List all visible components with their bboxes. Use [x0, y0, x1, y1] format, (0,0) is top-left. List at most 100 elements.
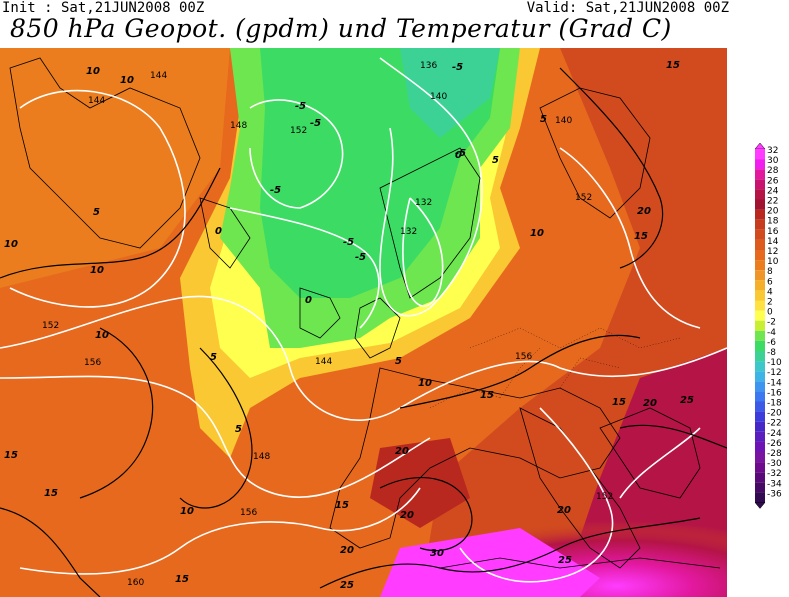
colorbar-swatch	[755, 260, 765, 271]
colorbar-swatch	[755, 189, 765, 200]
colorbar-label: -30	[767, 459, 782, 469]
colorbar-swatch	[755, 219, 765, 230]
colorbar-swatch	[755, 320, 765, 331]
colorbar-swatch	[755, 411, 765, 422]
temp-label: 15	[44, 488, 58, 499]
geopot-label: 140	[555, 116, 572, 126]
temp-label: 0	[455, 150, 462, 161]
colorbar-swatch	[755, 270, 765, 281]
colorbar-label: -18	[767, 399, 782, 409]
geopot-label: 144	[315, 357, 332, 367]
temp-label: -5	[310, 118, 321, 129]
colorbar-label: 12	[767, 247, 778, 257]
geopot-label: 152	[596, 492, 613, 502]
colorbar-label: 10	[767, 257, 779, 267]
colorbar-swatch	[755, 250, 765, 261]
temp-label: 15	[612, 397, 626, 408]
temp-label: 10	[180, 506, 194, 517]
temp-label: 15	[335, 500, 349, 511]
colorbar-label: 16	[767, 227, 779, 237]
geopot-label: 152	[42, 321, 59, 331]
colorbar-swatch	[755, 310, 765, 321]
colorbar-scale: 32302826242220181614121086420-2-4-6-8-10…	[754, 142, 782, 509]
colorbar-swatch	[755, 472, 765, 483]
colorbar-swatch	[755, 290, 765, 301]
temp-label: 5	[93, 207, 100, 218]
temp-label: -5	[355, 252, 366, 263]
colorbar-label: 32	[767, 146, 778, 156]
colorbar-swatch	[755, 401, 765, 412]
colorbar: 32 30 28 26 24 22 20 18 16 14 12 10 8 6 4 2 0 -2 -4 -6 -8 -10…	[754, 142, 789, 511]
temp-label: 10	[418, 378, 432, 389]
colorbar-swatch	[755, 169, 765, 180]
colorbar-swatch	[755, 209, 765, 220]
colorbar-label: 24	[767, 186, 779, 196]
temp-label: 10	[4, 239, 18, 250]
geopot-label: 148	[230, 121, 247, 131]
geopot-label: 140	[430, 92, 447, 102]
geopot-label: 144	[88, 96, 105, 106]
geopot-label: 136	[420, 61, 437, 71]
colorbar-label: 2	[767, 298, 773, 308]
temp-label: -5	[452, 62, 463, 73]
colorbar-label: 20	[767, 207, 779, 217]
temp-label: 5	[492, 155, 499, 166]
temp-label: 15	[175, 574, 189, 585]
temp-label: 25	[558, 555, 572, 566]
geopot-contours	[0, 57, 727, 583]
colorbar-swatch	[755, 391, 765, 402]
geopot-label: 132	[415, 198, 432, 208]
temp-label: 20	[637, 206, 651, 217]
colorbar-label: -6	[767, 338, 776, 348]
temp-label: 0	[305, 295, 312, 306]
colorbar-label: -4	[767, 328, 776, 338]
map-canvas: 144 144 140 136 132 132 148 152 152 156 …	[0, 48, 727, 597]
temp-label: 25	[340, 580, 354, 591]
colorbar-label: -26	[767, 439, 782, 449]
geopot-label: 144	[150, 71, 167, 81]
colorbar-label: -36	[767, 489, 782, 499]
geopot-label: 148	[253, 452, 270, 462]
temp-label: 15	[666, 60, 680, 71]
colorbar-swatch	[755, 179, 765, 190]
colorbar-label: -32	[767, 469, 782, 479]
colorbar-swatch	[755, 351, 765, 362]
colorbar-arrow-bottom	[754, 502, 766, 509]
colorbar-swatch	[755, 381, 765, 392]
temp-label: 0	[215, 226, 222, 237]
colorbar-label: 8	[767, 267, 773, 277]
colorbar-swatch	[755, 371, 765, 382]
temp-label: 10	[90, 265, 104, 276]
colorbar-label: -22	[767, 419, 782, 429]
colorbar-label: -28	[767, 449, 782, 459]
colorbar-label: -12	[767, 368, 782, 378]
colorbar-label: -20	[767, 409, 782, 419]
colorbar-swatch	[755, 452, 765, 463]
temp-label: 15	[480, 390, 494, 401]
colorbar-label: 6	[767, 277, 773, 287]
temp-labels: 10 10 5 10 10 10 5 5 15 15 10 15 -5 -5 -…	[4, 60, 694, 591]
colorbar-label: 28	[767, 166, 779, 176]
temp-label: 5	[540, 114, 547, 125]
temp-label: 30	[430, 548, 444, 559]
temp-label: 5	[395, 356, 402, 367]
colorbar-swatch	[755, 229, 765, 240]
colorbar-swatch	[755, 482, 765, 493]
geopot-label: 156	[84, 358, 101, 368]
colorbar-label: -34	[767, 479, 782, 489]
valid-time: Valid: Sat,21JUN2008 00Z	[526, 0, 729, 16]
temp-label: 10	[120, 75, 134, 86]
geopot-label: 156	[515, 352, 532, 362]
temp-label: -5	[343, 237, 354, 248]
colorbar-swatch	[755, 431, 765, 442]
colorbar-swatch	[755, 441, 765, 452]
temp-label: 20	[395, 446, 409, 457]
temp-label: -5	[295, 101, 306, 112]
colorbar-label: 22	[767, 197, 778, 207]
colorbar-swatch	[755, 340, 765, 351]
colorbar-swatch	[755, 300, 765, 311]
temp-label: 10	[86, 66, 100, 77]
colorbar-arrow-top	[754, 142, 766, 150]
temp-label: 20	[557, 505, 571, 516]
geopot-label: 156	[240, 508, 257, 518]
